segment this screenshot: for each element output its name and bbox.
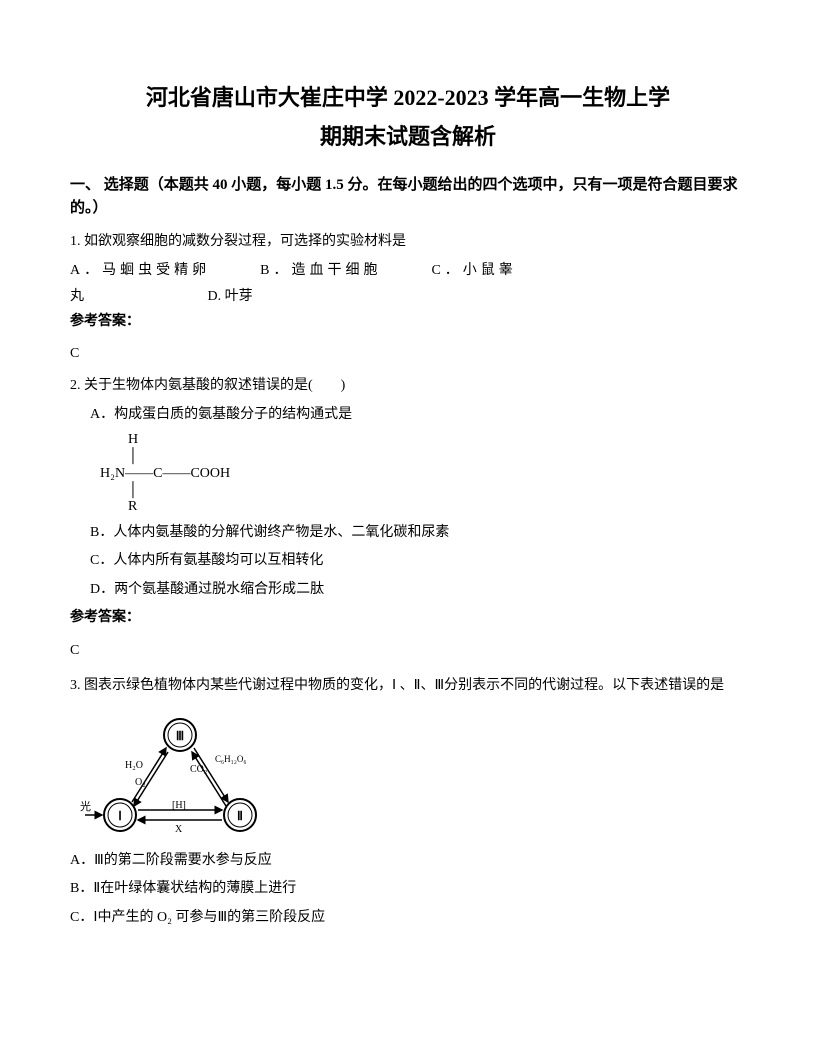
svg-text:[H]: [H]	[172, 800, 186, 811]
q3-option-b: B．Ⅱ在叶绿体囊状结构的薄膜上进行	[70, 878, 746, 900]
svg-text:O₂: O₂	[135, 777, 146, 788]
q1-option-c-cont: 丸	[70, 289, 84, 304]
svg-text:Ⅱ: Ⅱ	[237, 809, 243, 823]
svg-text:Ⅲ: Ⅲ	[176, 729, 184, 743]
svg-text:Ⅰ: Ⅰ	[118, 809, 122, 823]
q2-option-b: B．人体内氨基酸的分解代谢终产物是水、二氧化碳和尿素	[90, 522, 746, 544]
document-title-line1: 河北省唐山市大崔庄中学 2022-2023 学年高一生物上学	[70, 80, 746, 115]
question-3-text: 3. 图表示绿色植物体内某些代谢过程中物质的变化，Ⅰ 、Ⅱ、Ⅲ分别表示不同的代谢…	[70, 672, 746, 700]
q1-option-b: B．造血干细胞	[260, 260, 381, 282]
question-2-text: 2. 关于生物体内氨基酸的叙述错误的是( )	[70, 375, 746, 397]
q3-option-c: C．Ⅰ中产生的 O₂ 可参与Ⅲ的第三阶段反应	[70, 907, 746, 929]
q2-answer-label: 参考答案：	[70, 607, 746, 629]
q3-option-a: A．Ⅲ的第二阶段需要水参与反应	[70, 850, 746, 872]
q1-options-line2: 丸 D. 叶芽	[70, 286, 746, 308]
chem-line-3: H₂N——C——COOH	[100, 466, 746, 483]
q2-option-d: D．两个氨基酸通过脱水缩合形成二肽	[90, 579, 746, 601]
svg-text:C₆H₁₂O₆: C₆H₁₂O₆	[215, 754, 247, 764]
q2-answer: C	[70, 640, 746, 662]
section-header: 一、 选择题（本题共 40 小题，每小题 1.5 分。在每小题给出的四个选项中，…	[70, 174, 746, 219]
question-1-text: 1. 如欲观察细胞的减数分裂过程，可选择的实验材料是	[70, 231, 746, 253]
svg-text:H₂O: H₂O	[125, 760, 143, 771]
svg-text:X: X	[175, 824, 183, 835]
q2-option-a: A．构成蛋白质的氨基酸分子的结构通式是	[90, 404, 746, 426]
question-2: 2. 关于生物体内氨基酸的叙述错误的是( ) A．构成蛋白质的氨基酸分子的结构通…	[70, 375, 746, 662]
question-1: 1. 如欲观察细胞的减数分裂过程，可选择的实验材料是 A．马蛔虫受精卵 B．造血…	[70, 231, 746, 365]
q1-answer: C	[70, 343, 746, 365]
q1-option-a: A．马蛔虫受精卵	[70, 260, 210, 282]
chemical-structure: H │ H₂N——C——COOH │ R	[100, 432, 746, 516]
chem-line-1: H	[100, 432, 746, 449]
q1-option-c: C．小鼠睾	[431, 260, 516, 282]
q2-option-c: C．人体内所有氨基酸均可以互相转化	[90, 550, 746, 572]
question-1-options: A．马蛔虫受精卵 B．造血干细胞 C．小鼠睾	[70, 260, 746, 282]
question-3: 3. 图表示绿色植物体内某些代谢过程中物质的变化，Ⅰ 、Ⅱ、Ⅲ分别表示不同的代谢…	[70, 672, 746, 929]
q1-option-d: D. 叶芽	[208, 289, 253, 304]
chem-line-5: R	[100, 499, 746, 516]
chem-line-4: │	[100, 483, 746, 500]
q1-answer-label: 参考答案：	[70, 311, 746, 333]
document-title-line2: 期期末试题含解析	[70, 119, 746, 154]
svg-text:CO₂: CO₂	[190, 764, 207, 775]
diagram-svg: Ⅲ Ⅰ Ⅱ H₂O O₂ CO₂ C₆H₁₂O₆ [H] X 光	[80, 710, 280, 840]
chem-line-2: │	[100, 449, 746, 466]
svg-text:光: 光	[80, 799, 91, 813]
metabolism-diagram: Ⅲ Ⅰ Ⅱ H₂O O₂ CO₂ C₆H₁₂O₆ [H] X 光	[80, 710, 280, 840]
